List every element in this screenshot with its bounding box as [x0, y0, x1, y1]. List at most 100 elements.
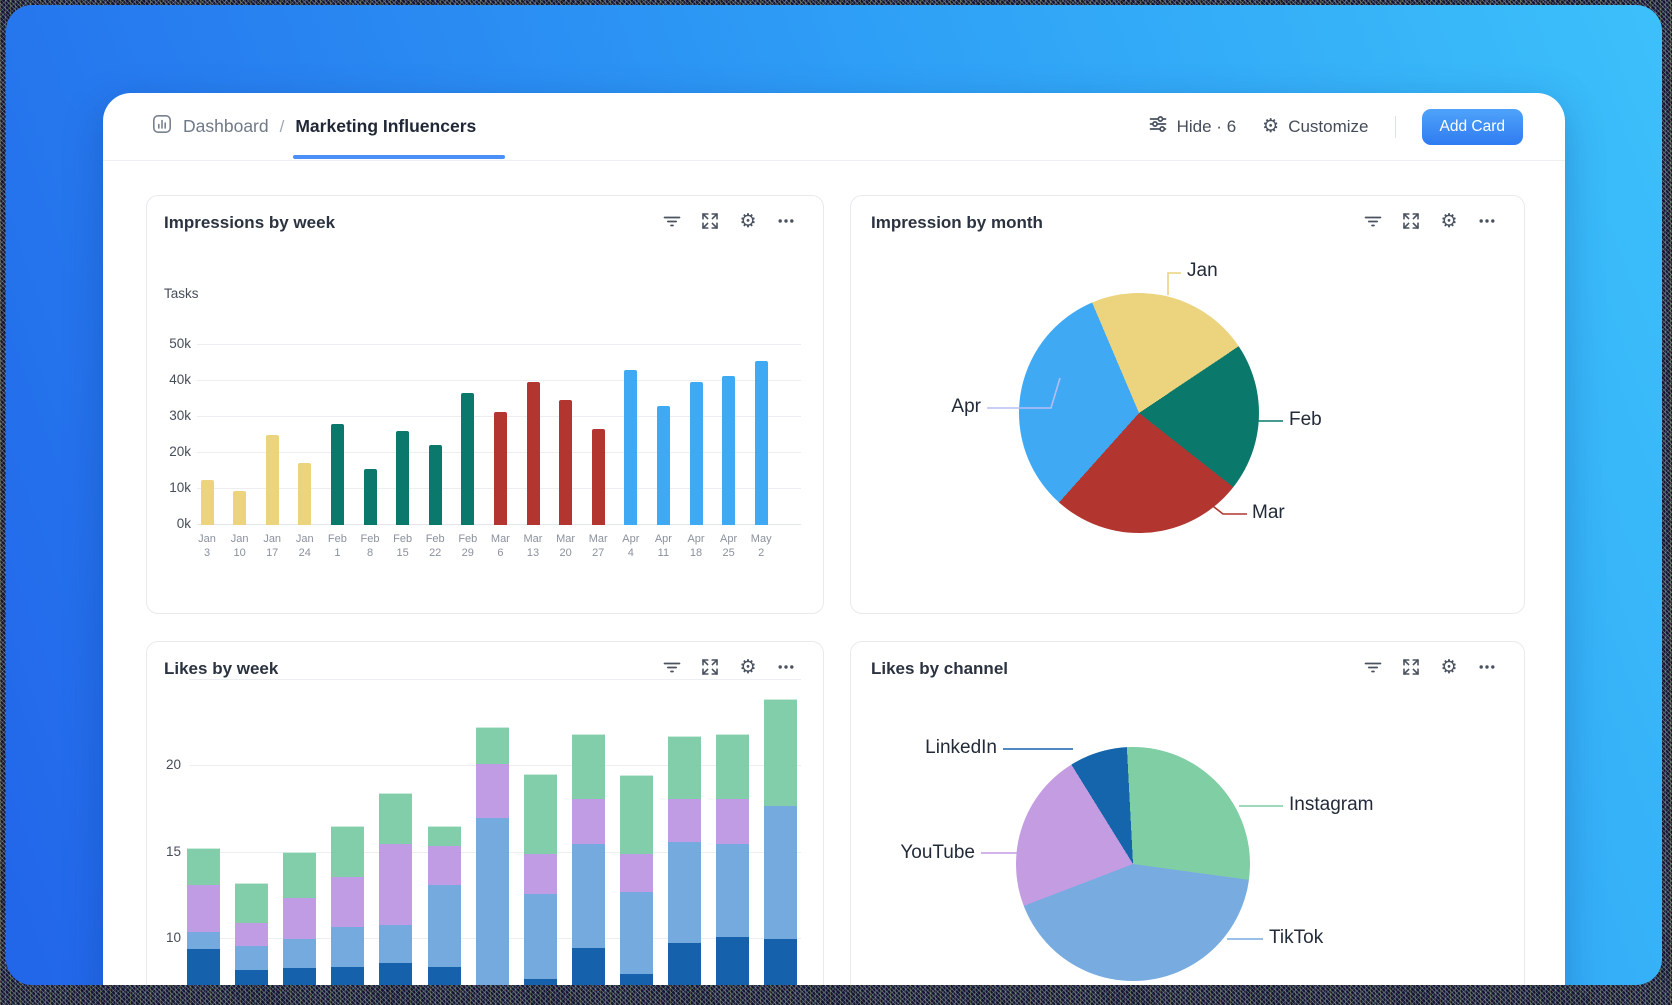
y-tick-label: 15	[165, 843, 181, 859]
series-light-blue-segment	[668, 841, 701, 943]
x-tick-label: Mar 27	[588, 533, 608, 559]
add-card-button[interactable]: Add Card	[1421, 108, 1523, 145]
x-tick-label: Feb 8	[360, 533, 380, 559]
dashboard-panel: Dashboard / Marketing Influencers Hide ·…	[103, 93, 1565, 985]
card-impressions-by-week: Impressions by week ⚙ Tasks 0k 10k 20k 30k 4…	[146, 195, 824, 614]
impressions-bar[interactable]	[265, 435, 279, 525]
series-purple-segment	[571, 797, 605, 844]
y-axis-title: Tasks	[164, 286, 199, 301]
y-tick-label: 40k	[169, 372, 191, 387]
series-purple-segment	[187, 884, 220, 933]
more-icon[interactable]	[1478, 658, 1496, 676]
card-toolbar: ⚙	[663, 210, 795, 232]
more-icon[interactable]	[777, 658, 795, 676]
x-tick-label: Apr 18	[687, 533, 705, 559]
x-tick-label: Feb 15	[393, 533, 413, 559]
impressions-bar[interactable]	[396, 430, 410, 525]
expand-icon[interactable]	[1402, 212, 1420, 230]
y-tick-label: 30k	[169, 408, 191, 423]
breadcrumb-dashboard[interactable]: Dashboard	[183, 116, 269, 136]
series-navy-segment	[668, 942, 701, 985]
expand-icon[interactable]	[1402, 658, 1420, 676]
series-navy-segment	[283, 968, 317, 985]
filter-icon[interactable]	[663, 658, 681, 676]
customize-button[interactable]: ⚙ Customize	[1262, 117, 1368, 137]
y-tick-label: 0k	[176, 516, 191, 531]
series-purple-segment	[235, 922, 269, 946]
settings-icon[interactable]: ⚙	[739, 210, 757, 232]
series-purple-segment	[475, 763, 509, 818]
breadcrumb: Dashboard / Marketing Influencers	[152, 93, 476, 160]
expand-icon[interactable]	[701, 658, 719, 676]
impressions-bar[interactable]	[559, 400, 573, 525]
sliders-icon	[1148, 114, 1168, 139]
impressions-bar[interactable]	[330, 423, 344, 525]
impressions-bar[interactable]	[722, 376, 736, 525]
impressions-bar[interactable]	[363, 468, 377, 525]
impressions-bar[interactable]	[689, 382, 703, 525]
more-icon[interactable]	[1478, 212, 1496, 230]
impressions-bar[interactable]	[298, 462, 312, 525]
pie-label-linkedin: LinkedIn	[925, 737, 997, 758]
impressions-bar[interactable]	[461, 393, 475, 525]
more-icon[interactable]	[777, 212, 795, 230]
impressions-bar[interactable]	[428, 445, 442, 525]
x-tick-label: Mar 6	[490, 533, 510, 559]
pie-label-apr: Apr	[951, 396, 981, 417]
card-likes-by-week: Likes by week ⚙ 10 15 20	[146, 641, 824, 985]
series-light-blue-segment	[331, 925, 365, 967]
x-tick-label: Feb 1	[327, 533, 347, 559]
settings-icon[interactable]: ⚙	[1440, 210, 1458, 232]
x-tick-label: Apr 11	[654, 533, 672, 559]
x-tick-label: Feb 29	[458, 533, 478, 559]
customize-label: Customize	[1288, 116, 1369, 136]
impressions-bar[interactable]	[656, 405, 670, 525]
card-title: Impression by month	[871, 213, 1043, 232]
filter-icon[interactable]	[1364, 658, 1382, 676]
series-light-blue-segment	[187, 931, 220, 950]
series-navy-segment	[571, 947, 605, 985]
series-navy-segment	[764, 939, 798, 985]
header-actions: Hide · 6 ⚙ Customize Add Card	[1148, 93, 1523, 160]
settings-icon[interactable]: ⚙	[1440, 656, 1458, 678]
jan-callout-line	[1167, 272, 1181, 295]
filter-icon[interactable]	[1364, 212, 1382, 230]
impressions-bar[interactable]	[591, 428, 605, 525]
hide-button[interactable]: Hide · 6	[1148, 114, 1236, 139]
card-impression-by-month: Impression by month ⚙ Jan Feb Mar Apr	[850, 195, 1525, 614]
tab-marketing-influencers[interactable]: Marketing Influencers	[295, 116, 477, 136]
settings-icon[interactable]: ⚙	[739, 656, 757, 678]
impressions-bar-chart	[197, 335, 801, 525]
likes-by-channel-pie[interactable]	[1016, 747, 1250, 981]
expand-icon[interactable]	[701, 212, 719, 230]
pie-label-tiktok: TikTok	[1269, 927, 1324, 948]
series-light-blue-segment	[764, 804, 798, 939]
impression-by-month-pie[interactable]	[1019, 293, 1259, 533]
impressions-bar[interactable]	[200, 480, 214, 525]
series-green-segment	[427, 825, 461, 846]
y-tick-label: 20k	[169, 444, 191, 459]
filter-icon[interactable]	[663, 212, 681, 230]
x-tick-label: Mar 13	[523, 533, 543, 559]
series-navy-segment	[379, 963, 413, 985]
series-green-segment	[668, 735, 701, 799]
impressions-bar[interactable]	[526, 382, 540, 525]
impressions-bar[interactable]	[754, 360, 768, 525]
series-light-blue-segment	[427, 884, 461, 967]
series-light-blue-segment	[475, 816, 509, 985]
series-light-blue-segment	[619, 891, 653, 974]
card-toolbar: ⚙	[1364, 656, 1496, 678]
impressions-bar[interactable]	[624, 370, 638, 525]
series-purple-segment	[619, 853, 653, 893]
gear-icon: ⚙	[1262, 116, 1280, 137]
series-navy-segment	[331, 966, 365, 985]
x-tick-label: Apr 25	[720, 533, 738, 559]
impressions-bar[interactable]	[493, 411, 507, 525]
pie-label-jan: Jan	[1187, 260, 1218, 281]
impressions-bar[interactable]	[233, 490, 247, 525]
series-light-blue-segment	[379, 924, 413, 964]
series-green-segment	[475, 727, 509, 765]
x-tick-label: May 2	[750, 533, 772, 559]
series-light-blue-segment	[716, 842, 750, 938]
likes-stacked-bar-chart: 10 15 20	[166, 666, 801, 985]
